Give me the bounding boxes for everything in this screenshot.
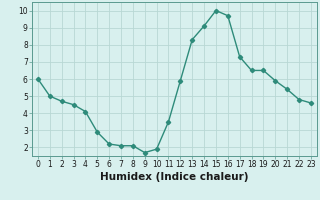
X-axis label: Humidex (Indice chaleur): Humidex (Indice chaleur) [100,172,249,182]
